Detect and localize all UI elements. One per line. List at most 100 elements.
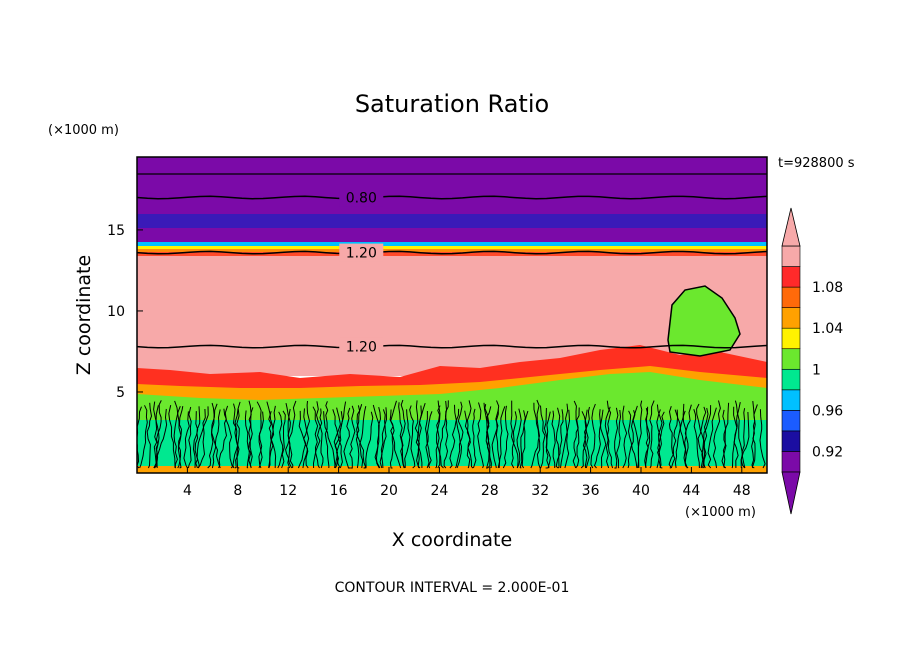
turbulent-eddy-contour [656,409,662,469]
band-purple-lower [137,228,767,242]
turbulent-eddy-contour [733,401,741,469]
time-label: t=928800 s [778,156,855,171]
colorbar-bottom-arrow [781,471,801,515]
contour-line [137,344,767,349]
contour-label: 0.80 [346,191,377,207]
turbulent-eddy-contour [712,400,721,469]
turbulent-eddy-contour [183,411,190,469]
turbulent-eddy-contour [674,410,686,469]
x-tick-label: 20 [380,483,398,499]
band-cyan [137,242,767,246]
turbulent-eddy-contour [614,407,619,469]
turbulent-eddy-contour [324,401,330,469]
turbulent-eddy-contour [173,406,181,469]
turbulent-eddy-contour [722,409,727,469]
turbulent-eddy-contour [232,408,240,469]
turbulent-eddy-contour [436,400,444,469]
turbulent-eddy-contour [599,409,607,469]
colorbar-tick-label: 1 [812,362,821,378]
turbulent-eddy-contour [590,403,596,469]
surface-strip [137,466,767,473]
band-upper-purple [137,157,767,217]
turbulent-eddy-contour [657,411,665,469]
x-tick-label: 12 [279,483,297,499]
colorbar-segment [781,368,801,391]
turbulent-eddy-contour [334,401,347,469]
turbulent-eddy-contour [146,402,153,469]
colorbar: 1.08 1.04 1 0.96 0.92 [781,207,843,515]
x-tick-label: 28 [481,483,499,499]
contour-label: 1.20 [346,246,377,262]
x-axis-label: X coordinate [392,529,512,551]
x-tick-label: 16 [330,483,348,499]
turbulent-eddy-contour [404,409,411,468]
turbulent-eddy-contour [466,400,474,469]
y-tick-label: 5 [116,385,125,401]
turbulent-eddy-contour [156,408,168,469]
contour-label-bg [339,337,384,356]
turbulent-eddy-contour [573,400,580,469]
turbulent-eddy-contour [285,400,297,469]
colorbar-segment [781,410,801,432]
band-orange [137,249,767,252]
y-tick-label: 10 [107,304,125,320]
turbulent-eddy-contour [668,406,676,469]
turbulent-eddy-contour [349,405,356,469]
plot-frame [136,156,768,474]
colorbar-tick-label: 1.04 [812,321,843,337]
turbulent-eddy-contour [721,402,730,469]
turbulent-eddy-contour [484,404,491,469]
turbulent-eddy-contour [415,402,426,468]
turbulent-eddy-contour [302,400,311,469]
turbulent-eddy-contour [277,411,284,469]
turbulent-eddy-contour [312,408,323,469]
turbulent-eddy-contour [379,407,388,469]
colorbar-tick-label: 1.08 [812,280,843,296]
turbulent-eddy-contour [323,411,336,469]
turbulent-eddy-contour [207,402,215,469]
turbulent-eddy-contour [454,404,463,469]
contour-label: 1.20 [346,340,377,356]
turbulent-eddy-contour [153,405,159,469]
turbulent-eddy-contour [560,409,571,469]
cloud-green [668,286,740,356]
turbulent-eddy-contour [343,407,351,469]
turbulent-eddy-contour [281,410,286,469]
turbulent-eddy-contour [649,400,655,469]
turbulent-eddy-contour [364,411,374,469]
colorbar-segment [781,286,801,308]
x-tick-label: 44 [682,483,700,499]
contour-label-bg [339,243,384,262]
colorbar-segment [781,451,801,473]
turbulent-eddy-contour [139,405,148,469]
turbulent-eddy-contour [519,410,529,469]
chart-title: Saturation Ratio [355,90,549,118]
turbulent-eddy-contour [192,411,199,469]
turbulent-eddy-contour [435,405,441,469]
turbulent-eddy-contour [137,406,142,469]
turbulent-eddy-contour [555,409,564,469]
turbulent-eddy-contour [707,407,717,469]
x-tick-label: 36 [582,483,600,499]
turbulent-eddy-contour [668,409,679,469]
turbulent-eddy-contour [741,408,746,469]
turbulent-eddy-contour [495,409,501,469]
turbulent-eddy-contour [333,407,341,469]
turbulent-eddy-contour [584,409,590,469]
colorbar-tick-label: 0.96 [812,403,843,419]
colorbar-segment [781,266,801,288]
turbulent-eddy-contour [234,401,241,469]
turbulent-eddy-contour [303,408,310,469]
turbulent-eddy-contour [593,409,604,469]
y-tick-label: 15 [107,223,125,239]
turbulent-eddy-contour [211,409,221,469]
contour-line [137,250,767,255]
turbulent-contours [137,399,766,469]
x-axis-ticks: 4 8 12 16 20 24 28 32 36 40 44 48 [183,467,751,499]
band-dark-blue [137,214,767,230]
y-axis-ticks: 5 10 15 [107,223,143,401]
turbulent-eddy-contour [246,407,254,469]
colorbar-segment [781,307,801,329]
turbulent-eddy-contour [374,406,382,469]
